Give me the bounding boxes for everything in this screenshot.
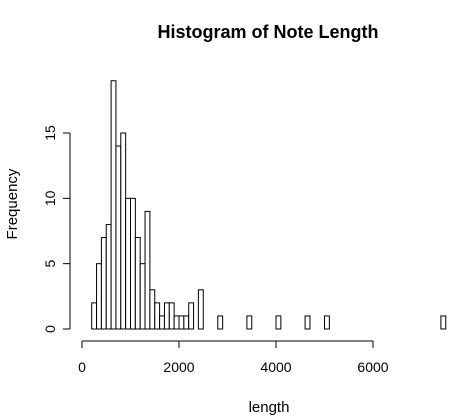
histogram-bar [169, 303, 174, 329]
histogram-bar [164, 303, 169, 329]
y-tick-label: 5 [42, 260, 58, 268]
histogram-bar [135, 238, 140, 329]
histogram-bar [97, 264, 102, 329]
histogram-bar [155, 303, 160, 329]
histogram-bar [179, 316, 184, 329]
histogram-bar [189, 303, 194, 329]
histogram-bar [218, 316, 223, 329]
y-tick-label: 15 [42, 125, 58, 141]
x-tick-label: 4000 [260, 359, 291, 375]
histogram-bar [325, 316, 330, 329]
histogram-bar [174, 316, 179, 329]
histogram-bar [140, 264, 145, 329]
x-axis: 0 2000 4000 6000 [78, 341, 389, 375]
histogram-bar [131, 198, 136, 329]
x-tick-label: 2000 [163, 359, 194, 375]
y-axis: 0 5 10 15 [42, 125, 70, 333]
histogram-bar [305, 316, 310, 329]
histogram-bar [184, 316, 189, 329]
y-axis-label: Frequency [4, 168, 21, 239]
y-tick-label: 0 [42, 325, 58, 333]
histogram-bar [276, 316, 281, 329]
histogram-bar [145, 211, 150, 329]
x-tick-label: 0 [78, 359, 86, 375]
histogram-bar [126, 198, 131, 329]
histogram-bar [111, 81, 116, 329]
histogram-bar [160, 316, 165, 329]
histogram-bar [101, 238, 106, 329]
chart-title: Histogram of Note Length [158, 22, 379, 42]
x-tick-label: 6000 [357, 359, 388, 375]
histogram-bars [92, 81, 446, 329]
histogram-bar [92, 303, 97, 329]
histogram-bar [198, 290, 203, 329]
histogram-bar [441, 316, 446, 329]
histogram-bar [150, 290, 155, 329]
histogram-bar [247, 316, 252, 329]
x-axis-label: length [249, 399, 290, 416]
histogram-bar [106, 224, 111, 329]
y-tick-label: 10 [42, 190, 58, 206]
histogram-bar [121, 133, 126, 329]
histogram-bar [116, 146, 121, 329]
